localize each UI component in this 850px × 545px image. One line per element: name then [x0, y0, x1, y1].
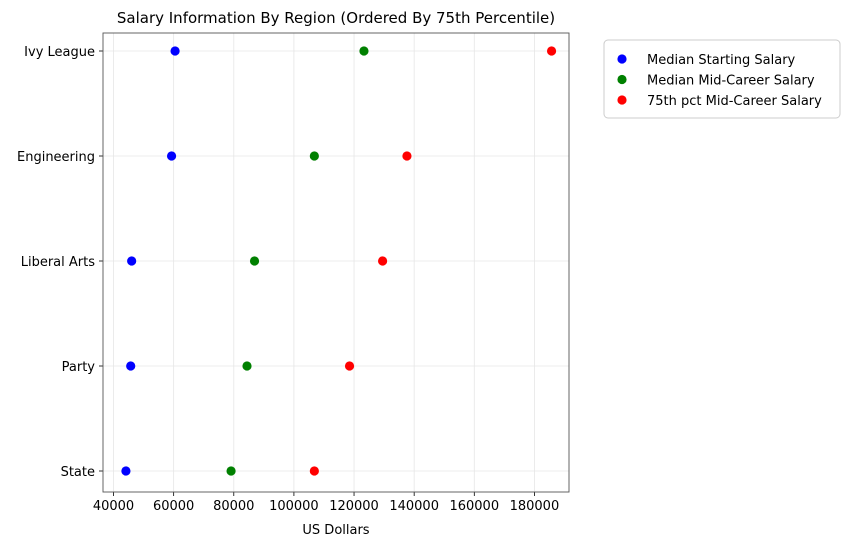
- x-tick-label: 180000: [510, 499, 560, 514]
- data-point: [226, 466, 236, 476]
- data-point: [126, 361, 136, 371]
- data-point: [402, 151, 412, 161]
- x-tick-label: 60000: [153, 499, 194, 514]
- y-tick-label: Party: [62, 360, 96, 375]
- x-tick-label: 120000: [329, 499, 379, 514]
- data-point: [378, 256, 388, 266]
- data-point: [249, 256, 260, 266]
- data-point: [166, 151, 177, 161]
- y-tick-label: Ivy League: [24, 45, 95, 60]
- legend-label: 75th pct Mid-Career Salary: [647, 94, 822, 109]
- data-point: [127, 256, 137, 266]
- legend-label: Median Mid-Career Salary: [647, 74, 815, 89]
- legend-label: Median Starting Salary: [647, 53, 796, 68]
- x-axis-ticks: 40000 60000 80000 100000 120000 140000 160000 1…: [93, 492, 559, 514]
- x-tick-label: 140000: [389, 499, 439, 514]
- grid: [103, 33, 569, 492]
- y-tick-label: State: [61, 465, 95, 480]
- data-point: [121, 466, 131, 476]
- data-point: [309, 151, 319, 161]
- y-tick-label: Liberal Arts: [21, 255, 95, 270]
- data-point: [359, 46, 369, 56]
- y-axis-ticks: Ivy League Engineering Liberal Arts Party St…: [17, 45, 103, 480]
- y-tick-label: Engineering: [17, 150, 95, 165]
- chart-title: Salary Information By Region (Ordered By…: [117, 9, 555, 27]
- legend-marker: [617, 74, 627, 85]
- data-point: [170, 46, 180, 56]
- data-point: [546, 46, 557, 56]
- legend: Median Starting Salary Median Mid-Career …: [603, 39, 841, 119]
- data-point: [242, 361, 252, 371]
- legend-frame: [603, 39, 841, 119]
- plot-frame: [102, 32, 570, 493]
- data-point: [309, 466, 319, 476]
- x-tick-label: 100000: [269, 499, 319, 514]
- x-tick-label: 80000: [213, 499, 254, 514]
- data-point: [344, 361, 355, 371]
- x-axis-label: US Dollars: [302, 523, 369, 538]
- legend-marker: [617, 95, 627, 105]
- legend-marker: [617, 54, 627, 64]
- x-tick-label: 160000: [449, 499, 499, 514]
- data-points: [121, 46, 557, 476]
- x-tick-label: 40000: [93, 499, 134, 514]
